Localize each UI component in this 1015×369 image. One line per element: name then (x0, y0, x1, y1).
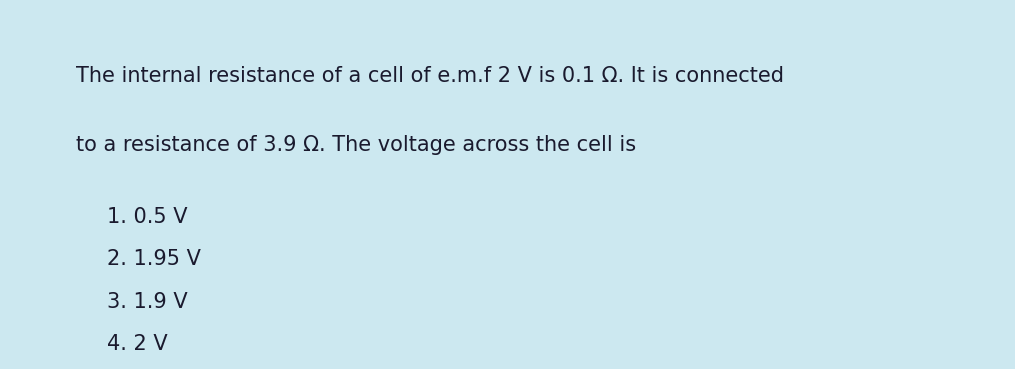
Text: to a resistance of 3.9 Ω. The voltage across the cell is: to a resistance of 3.9 Ω. The voltage ac… (76, 135, 636, 155)
Text: 3. 1.9 V: 3. 1.9 V (107, 292, 187, 311)
Text: The internal resistance of a cell of e.m.f 2 V is 0.1 Ω. It is connected: The internal resistance of a cell of e.m… (76, 66, 785, 86)
Text: 1. 0.5 V: 1. 0.5 V (107, 207, 187, 227)
Text: 4. 2 V: 4. 2 V (107, 334, 167, 354)
Text: 2. 1.95 V: 2. 1.95 V (107, 249, 200, 269)
